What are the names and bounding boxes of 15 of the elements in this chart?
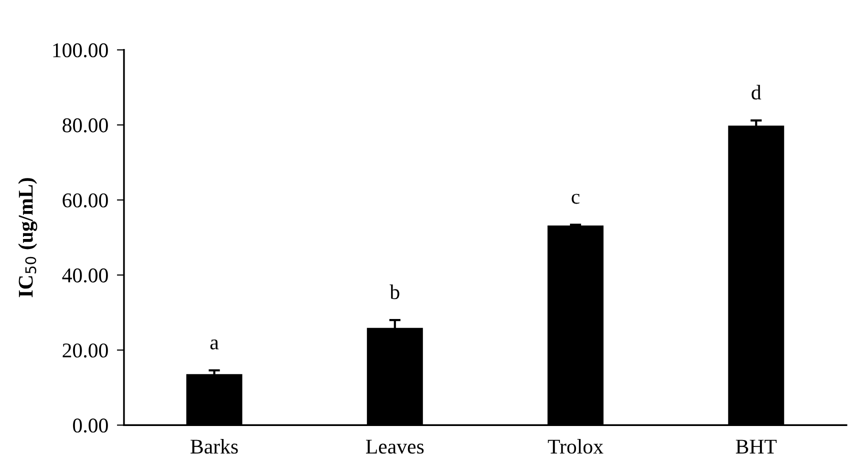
data-label: d (752, 84, 762, 100)
x-tick-label: Barks (190, 439, 238, 454)
data-label: a (210, 339, 219, 350)
x-tick-label: BHT (736, 440, 777, 454)
data-label: b (390, 284, 400, 300)
y-tick-label: 60.00 (62, 193, 108, 208)
x-tick-label: Leaves (366, 440, 424, 454)
y-tick-label: 20.00 (62, 343, 108, 358)
y-tick-label: 0.00 (73, 418, 108, 433)
y-tick-label: 100.00 (53, 43, 108, 58)
data-label: c (572, 194, 580, 204)
y-axis-title: IC$_{50}$ (ug/mL) (18, 178, 38, 298)
y-tick-label: 80.00 (62, 118, 108, 132)
y-tick-label: 40.00 (62, 268, 108, 283)
x-tick-label: Trolox (548, 439, 604, 454)
